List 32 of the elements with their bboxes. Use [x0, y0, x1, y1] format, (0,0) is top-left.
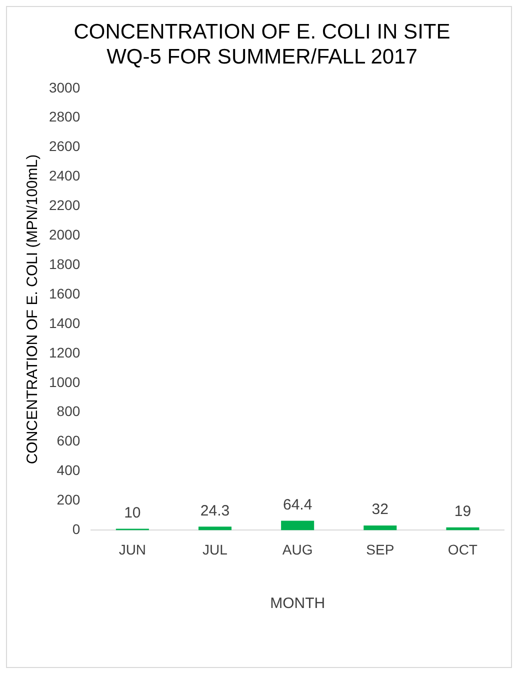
y-tick-label: 2800 — [48, 108, 80, 125]
x-tick-label: JUN — [118, 541, 146, 558]
data-label: 64.4 — [282, 496, 312, 514]
x-axis-title: MONTH — [270, 595, 326, 612]
y-tick-label: 2400 — [48, 168, 80, 184]
y-tick-label: 200 — [56, 492, 80, 508]
x-tick-label: SEP — [366, 541, 394, 558]
y-tick-label: 1000 — [48, 374, 80, 390]
y-tick-label: 1200 — [48, 344, 80, 360]
data-label: 32 — [372, 501, 388, 518]
bar — [364, 525, 397, 530]
x-tick-label: OCT — [448, 541, 478, 558]
data-label: 19 — [454, 503, 472, 520]
y-tick-label: 0 — [72, 521, 80, 538]
y-tick-label: 800 — [56, 403, 80, 420]
y-tick-label: 2000 — [48, 226, 80, 243]
bar — [198, 526, 232, 530]
chart-title: CONCENTRATION OF E. COLI IN SITE WQ-5 FOR SUMMER/FALL 2017 — [74, 20, 450, 69]
data-label: 10 — [124, 504, 141, 522]
y-tick-label: 3000 — [48, 79, 80, 96]
x-tick-label: AUG — [282, 541, 313, 558]
bar — [281, 520, 314, 530]
x-tick-label: JUL — [202, 541, 228, 558]
y-tick-label: 2600 — [48, 138, 80, 154]
y-tick-label: 1600 — [48, 285, 80, 302]
y-axis-title: CONCENTRATION OF E. COLI (MPN/100mL) — [24, 154, 42, 464]
y-tick-label: 1400 — [48, 314, 80, 331]
y-tick-label: 2200 — [48, 197, 80, 214]
y-tick-label: 400 — [56, 462, 80, 478]
y-tick-label: 600 — [56, 432, 80, 449]
y-tick-label: 1800 — [48, 256, 80, 272]
data-label: 24.3 — [200, 502, 230, 520]
